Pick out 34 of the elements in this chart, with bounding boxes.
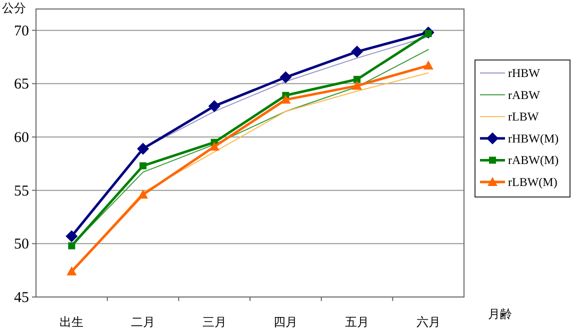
point: [208, 100, 220, 112]
point: [140, 162, 146, 170]
point: [352, 80, 362, 90]
point: [137, 142, 149, 155]
x-tick-label: 出生: [60, 315, 84, 329]
x-axis-title: 月齢: [488, 307, 512, 321]
point: [66, 266, 77, 276]
x-tick-label: 四月: [274, 315, 298, 329]
x-tick-label: 三月: [202, 315, 226, 329]
x-tick-label: 六月: [416, 315, 440, 329]
legend-label: rLBW: [508, 110, 540, 124]
point: [68, 242, 76, 250]
point: [138, 190, 148, 199]
point: [280, 71, 292, 84]
point: [280, 94, 291, 104]
point: [209, 142, 220, 151]
point: [423, 60, 434, 70]
y-tick-label: 65: [14, 76, 29, 93]
x-tick-label: 五月: [345, 315, 369, 329]
y-axis-title: 公分: [2, 1, 26, 15]
legend-label: rHBW(M): [508, 131, 559, 146]
y-tick-label: 45: [14, 290, 29, 306]
y-tick-label: 60: [14, 130, 29, 146]
x-tick-label: 二月: [131, 315, 155, 329]
point: [66, 230, 78, 242]
legend-label: rLBW(M): [508, 175, 558, 189]
y-tick-label: 70: [14, 23, 29, 40]
legend-label: rABW(M): [508, 153, 559, 168]
y-tick-label: 50: [14, 236, 29, 253]
point: [354, 76, 360, 83]
legend-label: rHBW: [508, 66, 541, 80]
legend-label: rABW: [508, 88, 541, 102]
y-tick-label: 55: [14, 183, 29, 200]
point: [351, 46, 363, 58]
